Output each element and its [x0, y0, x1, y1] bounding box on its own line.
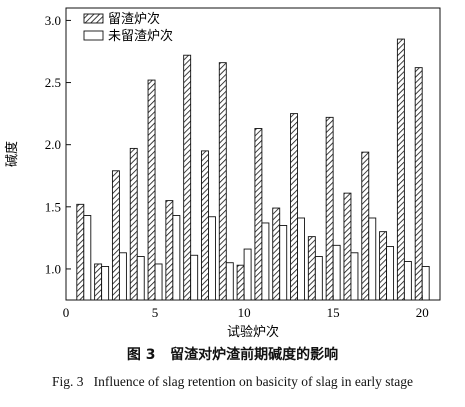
bar-not-retained-6	[172, 215, 181, 301]
x-tick-label: 15	[327, 305, 340, 320]
bar-retained-18	[379, 231, 388, 301]
bar-retained-13	[290, 113, 298, 301]
bar-retained-12	[272, 207, 281, 301]
caption-zh-text: 留渣对炉渣前期碱度的影响	[170, 347, 339, 363]
bar-not-retained-3	[118, 252, 127, 301]
bar-retained-19	[396, 38, 405, 301]
bar-retained-7	[183, 54, 192, 301]
x-tick-label: 5	[152, 305, 159, 320]
bar-not-retained-10	[243, 248, 252, 301]
caption-en-label: Fig. 3	[51, 374, 84, 389]
y-tick-label: 2.0	[45, 137, 61, 152]
bar-not-retained-9	[225, 262, 234, 301]
bar-retained-9	[218, 62, 227, 301]
bar-not-retained-16	[350, 252, 359, 301]
y-tick-label: 3.0	[45, 13, 61, 28]
bar-not-retained-1	[83, 215, 92, 301]
bar-retained-10	[236, 264, 245, 301]
bar-retained-5	[147, 79, 156, 301]
x-axis-label: 试验炉次	[227, 324, 279, 340]
bar-not-retained-14	[314, 256, 323, 301]
legend-swatch-retained	[83, 13, 104, 24]
bar-retained-2	[94, 263, 103, 301]
legend-label-not-retained: 未留渣炉次	[108, 28, 173, 44]
bar-retained-20	[414, 67, 423, 301]
bar-not-retained-2	[101, 266, 110, 301]
figure-caption-en: Fig. 3 Influence of slag retention on ba…	[0, 374, 465, 390]
legend-swatch-not-retained	[83, 30, 104, 41]
figure-caption-zh: 图 3 留渣对炉渣前期碱度的影响	[0, 344, 465, 364]
bar-not-retained-17	[368, 217, 377, 301]
caption-zh-label: 图 3	[126, 347, 156, 363]
bar-retained-6	[165, 200, 174, 301]
caption-en-text: Influence of slag retention on basicity …	[93, 374, 414, 389]
x-tick-label: 20	[416, 305, 429, 320]
bar-not-retained-5	[154, 263, 163, 301]
bar-retained-11	[254, 128, 263, 301]
bar-retained-4	[129, 147, 138, 301]
bar-retained-1	[76, 203, 85, 301]
legend-label-retained: 留渣炉次	[108, 11, 160, 27]
y-axis-label: 碱度	[4, 141, 20, 167]
bar-not-retained-13	[297, 217, 305, 301]
bar-not-retained-20	[421, 266, 430, 301]
x-tick-label: 0	[63, 305, 70, 320]
bar-not-retained-11	[261, 222, 270, 301]
bar-not-retained-8	[208, 216, 216, 301]
bar-retained-14	[307, 236, 316, 301]
bar-not-retained-19	[403, 261, 412, 301]
y-tick-label: 1.5	[45, 199, 61, 214]
x-tick-label: 10	[238, 305, 251, 320]
bar-retained-8	[201, 150, 209, 301]
bar-retained-16	[343, 192, 352, 301]
bar-retained-3	[111, 170, 120, 301]
bar-not-retained-15	[332, 244, 341, 301]
bar-not-retained-18	[386, 246, 395, 301]
bar-retained-17	[361, 151, 370, 301]
bar-not-retained-12	[279, 224, 288, 301]
bar-not-retained-4	[136, 256, 145, 301]
bar-not-retained-7	[190, 254, 199, 301]
y-tick-label: 1.0	[45, 261, 61, 276]
bar-retained-15	[325, 116, 334, 301]
y-tick-label: 2.5	[45, 75, 61, 90]
plot-frame	[65, 7, 441, 301]
